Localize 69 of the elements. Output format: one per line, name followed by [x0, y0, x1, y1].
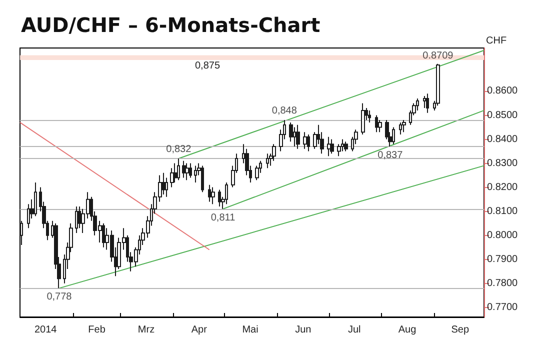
annotation: 0,811 [210, 212, 236, 224]
candlestick [185, 162, 189, 181]
x-tick-label: Jun [295, 324, 312, 336]
y-tick-label: 0.8300 [487, 158, 518, 169]
candlestick [34, 182, 37, 217]
candlestick [208, 184, 211, 202]
candlestick [78, 206, 81, 229]
x-tick-label: Jul [348, 324, 361, 336]
x-tick-label: 2014 [34, 324, 58, 336]
candlestick [272, 144, 276, 162]
candlestick [194, 165, 197, 183]
candlestick [170, 168, 174, 188]
candlestick [392, 126, 395, 145]
candlestick [361, 102, 365, 135]
candlestick [27, 204, 30, 229]
annotation: 0,778 [46, 292, 72, 303]
candlestick [225, 182, 228, 205]
candlestick [177, 158, 180, 181]
x-tick-label: Mrz [138, 324, 155, 336]
candlestick [327, 136, 331, 157]
candlestick [337, 144, 341, 157]
x-tick-label: Feb [88, 324, 106, 336]
y-tick-label: 0.7900 [487, 254, 518, 265]
candlestick [402, 120, 406, 133]
candlestick [20, 220, 23, 246]
candlestick [330, 138, 334, 154]
x-tick-label: Sep [451, 324, 470, 336]
candlestick [399, 122, 402, 135]
candlestick [102, 222, 105, 248]
candlestick [189, 162, 192, 178]
candlestick [296, 124, 300, 150]
candlestick [289, 122, 293, 142]
annotation: 0,832 [166, 144, 192, 155]
candlestick [75, 206, 78, 234]
candlestick [375, 114, 378, 133]
y-tick-label: 0.8200 [487, 182, 518, 193]
candlestick [423, 96, 426, 109]
candlestick [218, 189, 221, 208]
y-tick-label: 0.8000 [487, 230, 518, 241]
y-tick-label: 0.8100 [487, 206, 518, 217]
candlestick [303, 132, 307, 150]
candlestick [344, 141, 348, 152]
x-tick-label: Mai [242, 324, 258, 336]
candlestick [201, 165, 204, 193]
candlestick [378, 120, 382, 133]
y-tick-label: 0.7800 [487, 278, 518, 289]
candlestick [165, 177, 168, 198]
candlestick [436, 63, 440, 106]
annotation: 0.8709 [422, 50, 454, 62]
candlestick [426, 93, 429, 114]
candlestick [255, 165, 259, 181]
band-label: 0,875 [195, 60, 220, 72]
candlestick [211, 186, 215, 205]
annotation: 0,848 [272, 106, 298, 117]
y-tick-label: 0.8600 [487, 86, 518, 97]
x-tick-label: Aug [398, 324, 416, 336]
chart-title: AUD/CHF – 6-Monats-Chart [21, 13, 321, 37]
y-tick-label: 0.7700 [487, 302, 518, 313]
candlestick [341, 138, 344, 152]
candlestick [307, 134, 310, 152]
y-tick-label: 0.8500 [487, 110, 518, 121]
y-axis-title: CHF [486, 36, 507, 46]
y-tick-label: 0.8400 [487, 134, 518, 145]
annotation: 0,837 [378, 150, 404, 161]
candlestick [368, 110, 371, 123]
candlestick [293, 126, 296, 147]
x-tick-label: Apr [191, 324, 208, 336]
candlestick [182, 160, 186, 178]
candlestick [266, 153, 269, 169]
